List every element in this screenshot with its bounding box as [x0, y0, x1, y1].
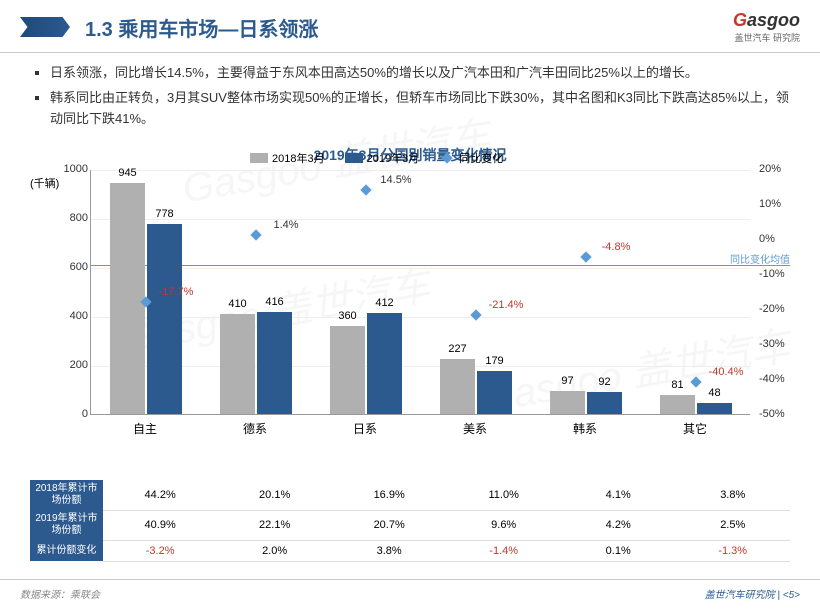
chart: 2018年3月 2019年3月 同比变化 (千辆) 02004006008001…	[30, 170, 790, 450]
legend-swatch-blue	[345, 153, 363, 163]
bullet-item: 日系领涨，同比增长14.5%，主要得益于东风本田高达50%的增长以及广汽本田和广…	[50, 63, 790, 84]
bullet-list: 日系领涨，同比增长14.5%，主要得益于东风本田高达50%的增长以及广汽本田和广…	[0, 53, 820, 143]
chevron-icon	[20, 17, 70, 37]
bullet-item: 韩系同比由正转负，3月其SUV整体市场实现50%的正增长，但轿车市场同比下跌30…	[50, 88, 790, 130]
legend: 2018年3月 2019年3月 同比变化	[250, 150, 503, 166]
footer: 数据来源：乘联会 盖世汽车研究院 | <5>	[0, 579, 820, 607]
x-axis: 自主德系日系美系韩系其它	[90, 420, 750, 437]
header: 1.3 乘用车市场—日系领涨 Gasgoo 盖世汽车 研究院	[0, 0, 820, 53]
y-axis-left: 02004006008001000	[55, 170, 90, 420]
footer-page: 盖世汽车研究院 | <5>	[705, 586, 800, 601]
slide-title: 1.3 乘用车市场—日系领涨	[85, 13, 733, 42]
legend-diamond	[442, 153, 453, 164]
legend-swatch-gray	[250, 153, 268, 163]
y-axis-right: -50%-40%-30%-20%-10%0%10%20%	[755, 170, 790, 420]
logo: Gasgoo 盖世汽车 研究院	[733, 10, 800, 44]
footer-source: 数据来源：乘联会	[20, 586, 100, 601]
data-table: 2018年累计市场份额44.2%20.1%16.9%11.0%4.1%3.8%2…	[30, 480, 790, 562]
plot-area: 同比变化均值 945 778 -17.7% 410 416 1.4% 360 4…	[90, 170, 750, 415]
